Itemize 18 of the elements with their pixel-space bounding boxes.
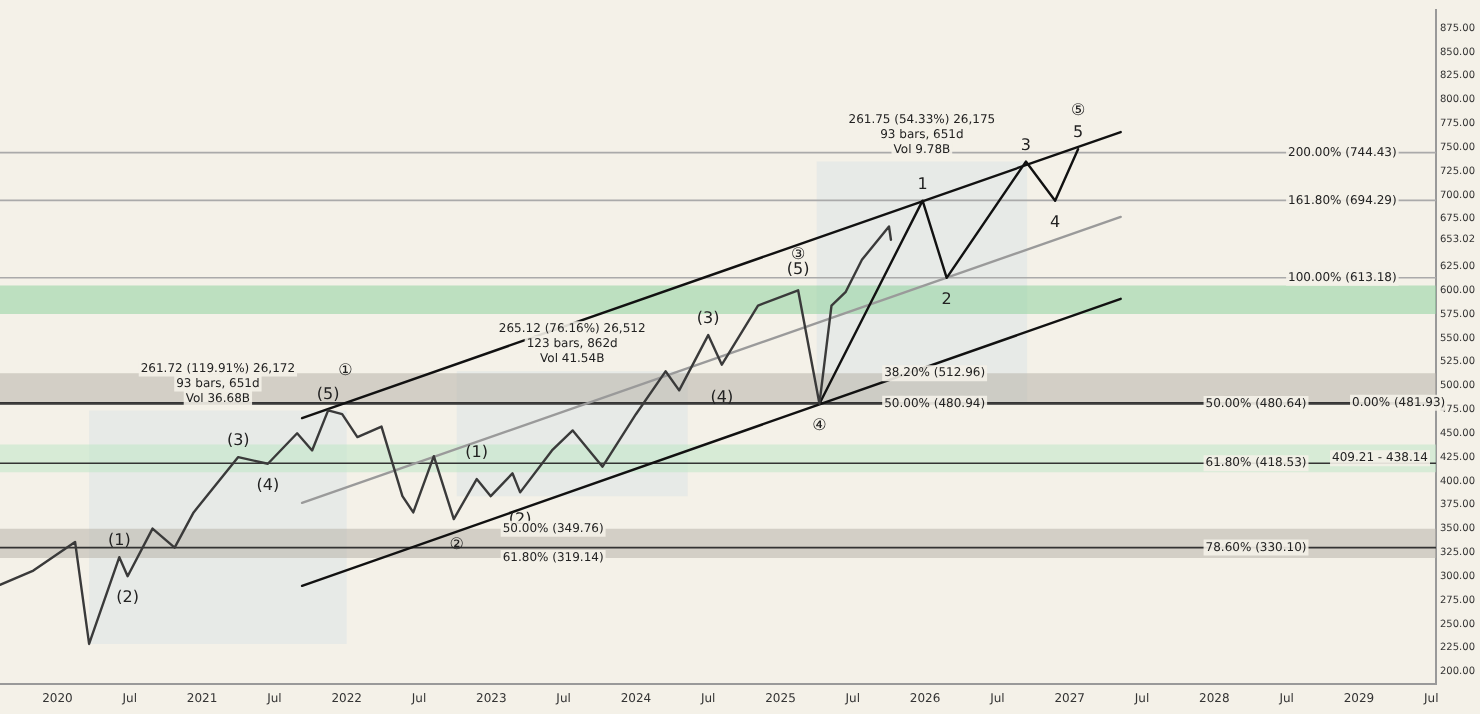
annotation: 3 xyxy=(1020,136,1031,155)
annotation: (4) xyxy=(256,475,280,494)
annotation: 2 xyxy=(941,290,952,309)
annotation: ⑤ xyxy=(1070,101,1086,120)
annotation: (2) xyxy=(116,588,139,607)
annotation: (5) xyxy=(786,260,810,279)
annotation: ③ xyxy=(790,245,806,264)
annotation: ④ xyxy=(812,415,827,434)
annotation: 1 xyxy=(917,174,928,193)
annotation: (4) xyxy=(710,388,734,407)
annotation: ① xyxy=(338,360,353,379)
annotation: (5) xyxy=(316,384,340,403)
annotation: (1) xyxy=(107,531,131,550)
annotation: 5 xyxy=(1072,123,1084,142)
annotation: 4 xyxy=(1050,212,1061,231)
annotation: (1) xyxy=(465,443,489,462)
annotation: (3) xyxy=(696,309,720,328)
annotation: (3) xyxy=(226,431,250,450)
